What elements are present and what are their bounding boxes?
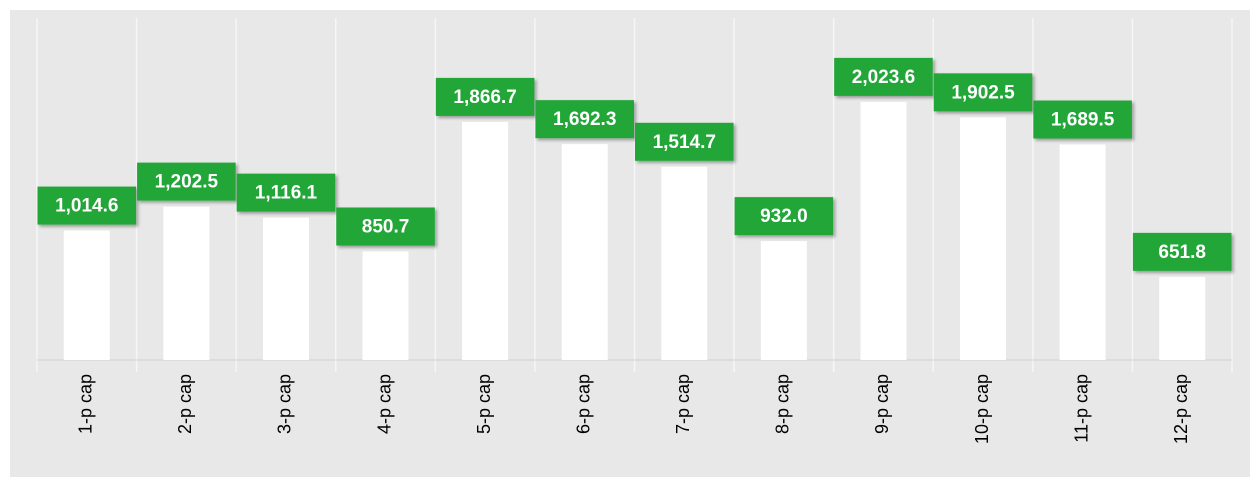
x-tick-label: 5-p cap	[474, 374, 494, 434]
x-tick-label: 12-p cap	[1171, 374, 1191, 444]
value-label-box	[336, 207, 435, 246]
x-tick-label: 11-p cap	[1071, 374, 1091, 443]
bar	[561, 144, 608, 360]
bar	[362, 251, 409, 360]
value-label-box	[1033, 100, 1132, 139]
bar	[860, 101, 907, 361]
x-tick-label: 3-p cap	[275, 374, 295, 434]
value-label: 1,692.3	[553, 109, 616, 130]
value-label-box	[734, 197, 834, 236]
x-tick-label: 1-p cap	[76, 374, 96, 434]
value-label: 1,689.5	[1051, 110, 1115, 131]
bar	[960, 117, 1007, 360]
bar	[63, 230, 110, 360]
x-tick-label: 7-p cap	[673, 374, 693, 434]
value-label: 1,902.5	[951, 82, 1015, 103]
bar	[163, 206, 210, 360]
value-label-box	[236, 173, 336, 212]
x-tick-label: 8-p cap	[773, 374, 793, 434]
bar	[462, 121, 509, 360]
value-label: 1,514.7	[653, 132, 716, 153]
bar	[1159, 276, 1206, 360]
x-tick-label: 9-p cap	[872, 374, 892, 434]
value-label: 1,866.7	[453, 87, 516, 108]
x-tick-label: 10-p cap	[972, 374, 992, 444]
value-label: 1,202.5	[155, 172, 219, 193]
x-tick-label: 2-p cap	[175, 374, 195, 434]
x-tick-label: 6-p cap	[573, 374, 593, 434]
value-label: 2,023.6	[852, 67, 915, 88]
value-label-box	[37, 186, 137, 225]
value-label-box	[635, 122, 734, 161]
value-label-box	[834, 57, 933, 96]
x-tick-label: 4-p cap	[374, 374, 394, 434]
value-label: 932.0	[760, 206, 808, 227]
value-label-box	[435, 77, 535, 116]
value-label: 1,116.1	[255, 183, 318, 204]
chart-background	[10, 10, 1250, 477]
bar	[1059, 144, 1106, 360]
value-label-box	[1132, 232, 1232, 271]
value-label-box	[535, 100, 634, 139]
value-label-box	[933, 73, 1033, 112]
bar	[760, 241, 807, 360]
value-label-box	[137, 162, 236, 201]
value-label: 1,014.6	[55, 196, 118, 217]
value-label: 651.8	[1158, 242, 1206, 263]
bar	[661, 166, 708, 360]
bar	[262, 217, 309, 360]
value-label: 850.7	[362, 217, 410, 238]
